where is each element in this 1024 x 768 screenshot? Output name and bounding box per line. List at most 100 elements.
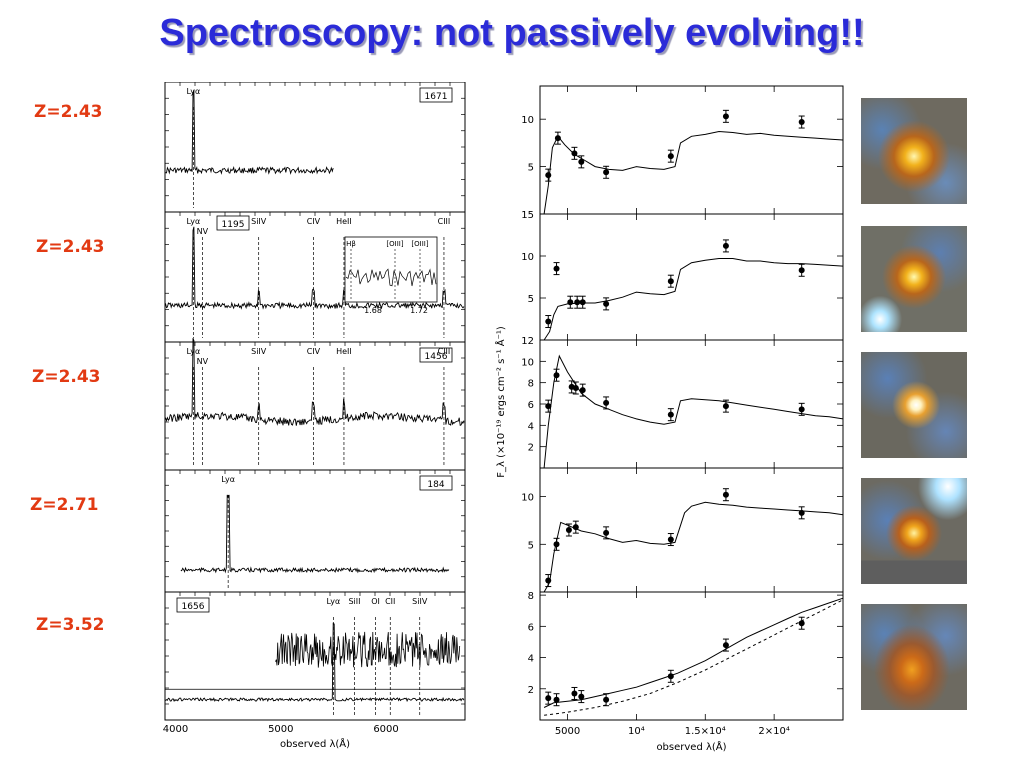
sed-panel	[539, 339, 844, 469]
data-point	[578, 158, 585, 165]
object-id-box	[419, 475, 453, 491]
data-point	[798, 267, 805, 274]
x-tick-label: 6000	[373, 724, 398, 735]
object-id-box	[176, 597, 210, 613]
redshift-label: Z=2.43	[36, 237, 105, 257]
data-point	[722, 642, 729, 649]
line-label: SiIV	[412, 597, 428, 606]
y-tick-label: 12	[521, 336, 534, 347]
redshift-label: Z=2.43	[34, 102, 103, 122]
galaxy-image	[861, 226, 967, 332]
data-point	[545, 403, 552, 410]
line-label: CIII	[438, 347, 451, 356]
data-point	[798, 509, 805, 516]
model-spectrum	[543, 597, 844, 708]
data-point	[578, 693, 585, 700]
line-label: HeII	[336, 347, 352, 356]
data-point	[667, 411, 674, 418]
data-point	[722, 242, 729, 249]
inset-tick-label: 1.68	[364, 306, 382, 315]
galaxy-image	[861, 98, 967, 204]
data-point	[667, 153, 674, 160]
sed-panel	[539, 591, 844, 721]
object-id: 1195	[222, 220, 245, 230]
redshift-label: Z=2.43	[32, 367, 101, 387]
x-axis-label: observed λ(Å)	[280, 737, 350, 750]
redshift-label: Z=2.71	[30, 495, 99, 515]
data-point	[603, 399, 610, 406]
y-tick-label: 2	[528, 443, 534, 454]
data-point	[553, 696, 560, 703]
model-spectrum	[543, 258, 844, 341]
x-tick-label: 10⁴	[628, 726, 645, 737]
y-tick-label: 10	[521, 115, 534, 126]
y-tick-label: 4	[528, 654, 534, 665]
inset-tick-label: 1.72	[410, 306, 428, 315]
data-point	[545, 577, 552, 584]
y-tick-label: 6	[528, 400, 534, 411]
data-point	[553, 265, 560, 272]
line-label: Lyα	[187, 347, 201, 356]
data-point	[571, 690, 578, 697]
object-id: 1456	[425, 352, 448, 362]
x-tick-label: 2×10⁴	[758, 726, 789, 737]
sed-panel	[539, 85, 844, 215]
y-tick-label: 8	[528, 379, 534, 390]
data-point	[567, 299, 574, 306]
spectrum-trace	[165, 89, 334, 175]
line-label: NV	[197, 357, 209, 366]
y-tick-label: 6	[528, 622, 534, 633]
data-point	[553, 541, 560, 548]
line-label: Lyα	[187, 217, 201, 226]
line-label: NV	[197, 227, 209, 236]
inset-trace	[345, 268, 437, 287]
y-tick-label: 4	[528, 421, 534, 432]
inset-line-label: Hβ	[346, 240, 356, 248]
x-tick-label: 5000	[555, 726, 580, 737]
y-tick-label: 5	[528, 294, 534, 305]
data-point	[545, 172, 552, 179]
spectrum-trace	[165, 337, 465, 426]
spectrum-trace	[165, 226, 465, 310]
redshift-label: Z=3.52	[36, 615, 105, 635]
model-spectrum	[543, 501, 844, 593]
galaxy-image	[861, 352, 967, 458]
line-label: HeII	[336, 217, 352, 226]
data-point	[572, 524, 579, 531]
line-label: SiIV	[251, 217, 267, 226]
data-point	[722, 113, 729, 120]
y-axis-label: F_λ (×10⁻¹⁹ ergs cm⁻² s⁻¹ Å⁻¹)	[494, 326, 507, 478]
y-tick-label: 8	[528, 591, 534, 602]
data-point	[603, 529, 610, 536]
spectrum-trace	[180, 494, 450, 574]
data-point	[603, 300, 610, 307]
object-id-box	[419, 347, 453, 363]
line-label: Lyα	[327, 597, 341, 606]
y-tick-label: 5	[528, 163, 534, 174]
data-point	[545, 695, 552, 702]
x-tick-label: 4000	[163, 724, 188, 735]
line-label: CIV	[307, 217, 321, 226]
data-point	[603, 169, 610, 176]
data-point	[798, 406, 805, 413]
sed-figure: 5 10 5 10 15 2 4 6 8 10 12 5 10 2 4 6 8 5000 10⁴ 1.5×10⁴ 2×1…	[494, 85, 844, 753]
data-point	[667, 536, 674, 543]
data-point	[579, 299, 586, 306]
data-point	[571, 150, 578, 157]
data-point	[798, 620, 805, 627]
line-label: OI	[371, 597, 380, 606]
data-point	[798, 119, 805, 126]
data-point	[722, 491, 729, 498]
line-label: SiIV	[251, 347, 267, 356]
inset-panel	[344, 236, 438, 303]
object-id-box	[419, 87, 453, 103]
line-label: Lyα	[221, 475, 235, 484]
data-point	[667, 673, 674, 680]
data-point	[667, 278, 674, 285]
object-id: 1671	[425, 92, 448, 102]
sed-panel	[539, 213, 844, 341]
data-point	[572, 385, 579, 391]
object-id-box	[216, 215, 250, 231]
sed-panel	[539, 467, 844, 593]
